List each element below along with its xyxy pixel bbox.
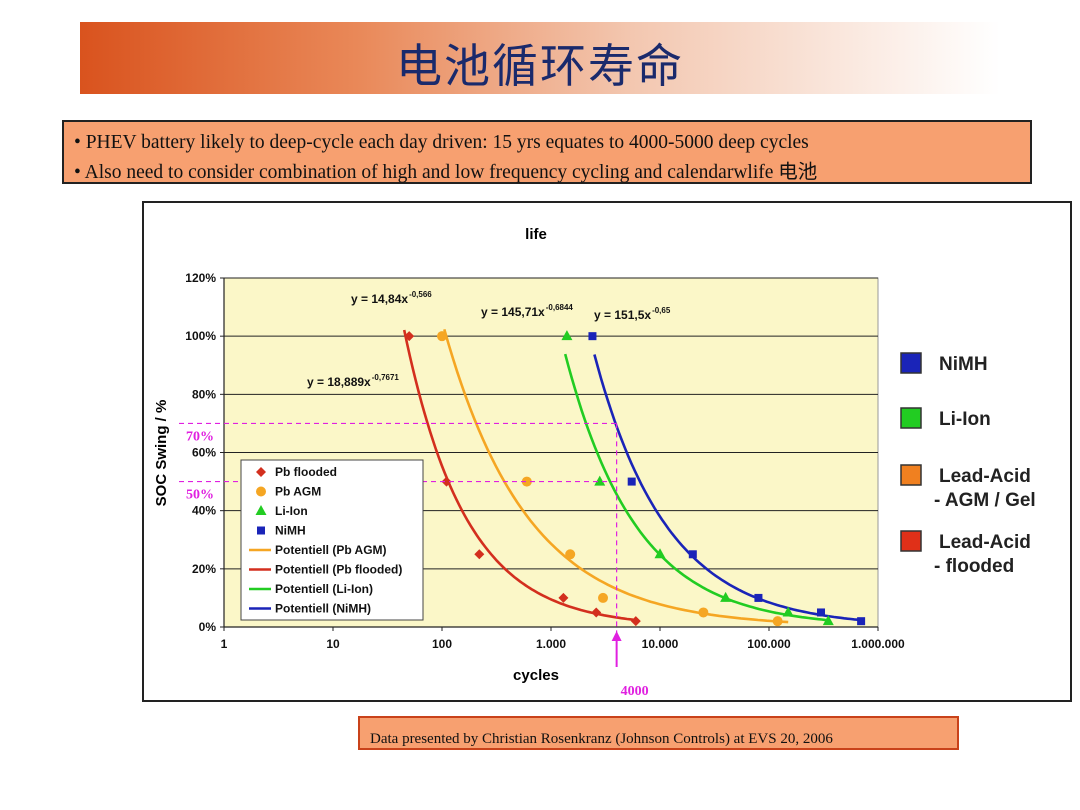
trendline-equation: y = 151,5x: [594, 308, 651, 322]
legend-marker: [256, 486, 266, 497]
data-point-pb-flooded: [591, 607, 602, 618]
legend-marker: [256, 467, 266, 477]
x-tick-label: 100.000: [747, 637, 791, 651]
y-tick-label: 20%: [192, 562, 216, 576]
trendline-exponent: -0,65: [652, 306, 671, 315]
title-banner: 电池循环寿命: [80, 22, 1000, 94]
x-tick-label: 100: [432, 637, 452, 651]
y-tick-label: 60%: [192, 446, 216, 460]
chart-title: life: [525, 226, 547, 243]
trendline-exponent: -0,6844: [546, 303, 574, 312]
x-axis-label: cycles: [513, 667, 559, 684]
annotation-hline-label: 70%: [186, 429, 214, 444]
data-point-nimh: [688, 550, 697, 559]
trendline-equation: y = 145,71x: [481, 305, 545, 319]
slide-title: 电池循环寿命: [396, 39, 684, 93]
y-axis-label: SOC Swing / %: [153, 400, 170, 507]
side-legend-label: Lead-Acid: [939, 532, 1031, 553]
data-point-pb-flooded: [630, 616, 641, 627]
trendline-equation: y = 14,84x: [351, 292, 408, 306]
data-point-nimh: [817, 608, 826, 617]
data-point-nimh: [754, 593, 763, 602]
data-point-pb-agm: [772, 616, 783, 627]
x-tick-label: 10: [326, 637, 340, 651]
y-tick-label: 80%: [192, 387, 216, 401]
y-tick-label: 100%: [185, 329, 216, 343]
x-tick-label: 1.000: [536, 637, 566, 651]
y-tick-label: 40%: [192, 504, 216, 518]
chart-frame: 0% 20% 40% 60% 80% 100% 120% 1 10 100 1.000 10.000 1…: [142, 201, 1072, 702]
legend-label: Potentiell (Pb flooded): [275, 563, 402, 577]
y-tick-label: 120%: [185, 271, 216, 285]
side-legend-label: - AGM / Gel: [934, 490, 1036, 511]
side-legend-swatch: [900, 464, 922, 486]
side-legend-label: - flooded: [934, 556, 1014, 577]
side-legend-swatch: [900, 407, 922, 429]
cycle-life-chart: 0% 20% 40% 60% 80% 100% 120% 1 10 100 1.000 10.000 1…: [153, 226, 1036, 699]
data-point-li-ion: [822, 615, 834, 626]
side-legend-label: NiMH: [939, 354, 988, 375]
y-tick-label: 0%: [199, 620, 217, 634]
legend-label: Pb AGM: [275, 485, 321, 499]
data-point-li-ion: [782, 606, 794, 617]
legend-label: Potentiell (Li-Ion): [275, 582, 373, 596]
data-point-pb-agm: [698, 607, 709, 618]
data-point-nimh: [857, 617, 866, 626]
data-point-nimh: [588, 332, 597, 341]
data-point-li-ion: [654, 548, 666, 559]
side-legend-swatch: [900, 352, 922, 374]
data-point-pb-agm: [565, 549, 576, 560]
legend-label: Pb flooded: [275, 465, 337, 479]
legend-label: Li-Ion: [275, 504, 308, 518]
x-tick-label: 10.000: [642, 637, 679, 651]
legend-label: NiMH: [275, 524, 306, 538]
data-point-li-ion: [594, 475, 606, 486]
data-point-pb-flooded: [474, 549, 485, 560]
data-point-pb-agm: [437, 331, 447, 342]
annotation-arrow-head: [611, 631, 622, 641]
x-tick-label: 1.000.000: [851, 637, 905, 651]
trendline-exponent: -0,566: [409, 290, 432, 299]
source-note: Data presented by Christian Rosenkranz (…: [370, 731, 833, 747]
data-point-li-ion: [561, 330, 573, 341]
bullet-1: • PHEV battery likely to deep-cycle each…: [74, 132, 809, 153]
trendline-exponent: -0,7671: [372, 373, 400, 382]
source-note-box: Data presented by Christian Rosenkranz (…: [358, 716, 959, 750]
data-point-li-ion: [720, 591, 732, 602]
bullet-box: • PHEV battery likely to deep-cycle each…: [62, 120, 1032, 184]
trendline-equation: y = 18,889x: [307, 375, 371, 389]
annotation-hline-label: 50%: [186, 488, 214, 503]
data-point-nimh: [627, 477, 636, 486]
legend-marker: [257, 526, 265, 535]
legend-box: [240, 459, 424, 621]
legend-label: Potentiell (NiMH): [275, 602, 371, 616]
side-legend-label: Li-Ion: [939, 409, 991, 430]
legend-marker: [255, 505, 267, 515]
side-legend-label: Lead-Acid: [939, 466, 1031, 487]
side-legend-swatch: [900, 530, 922, 552]
bullet-2: • Also need to consider combination of h…: [74, 162, 818, 183]
x-tick-label: 1: [221, 637, 228, 651]
legend-label: Potentiell (Pb AGM): [275, 543, 387, 557]
data-point-pb-agm: [598, 592, 609, 603]
data-point-pb-agm: [521, 476, 532, 487]
data-point-pb-flooded: [558, 592, 569, 603]
annotation-vline-label: 4000: [621, 684, 649, 699]
data-point-pb-flooded: [404, 331, 415, 342]
data-point-pb-flooded: [441, 476, 452, 487]
